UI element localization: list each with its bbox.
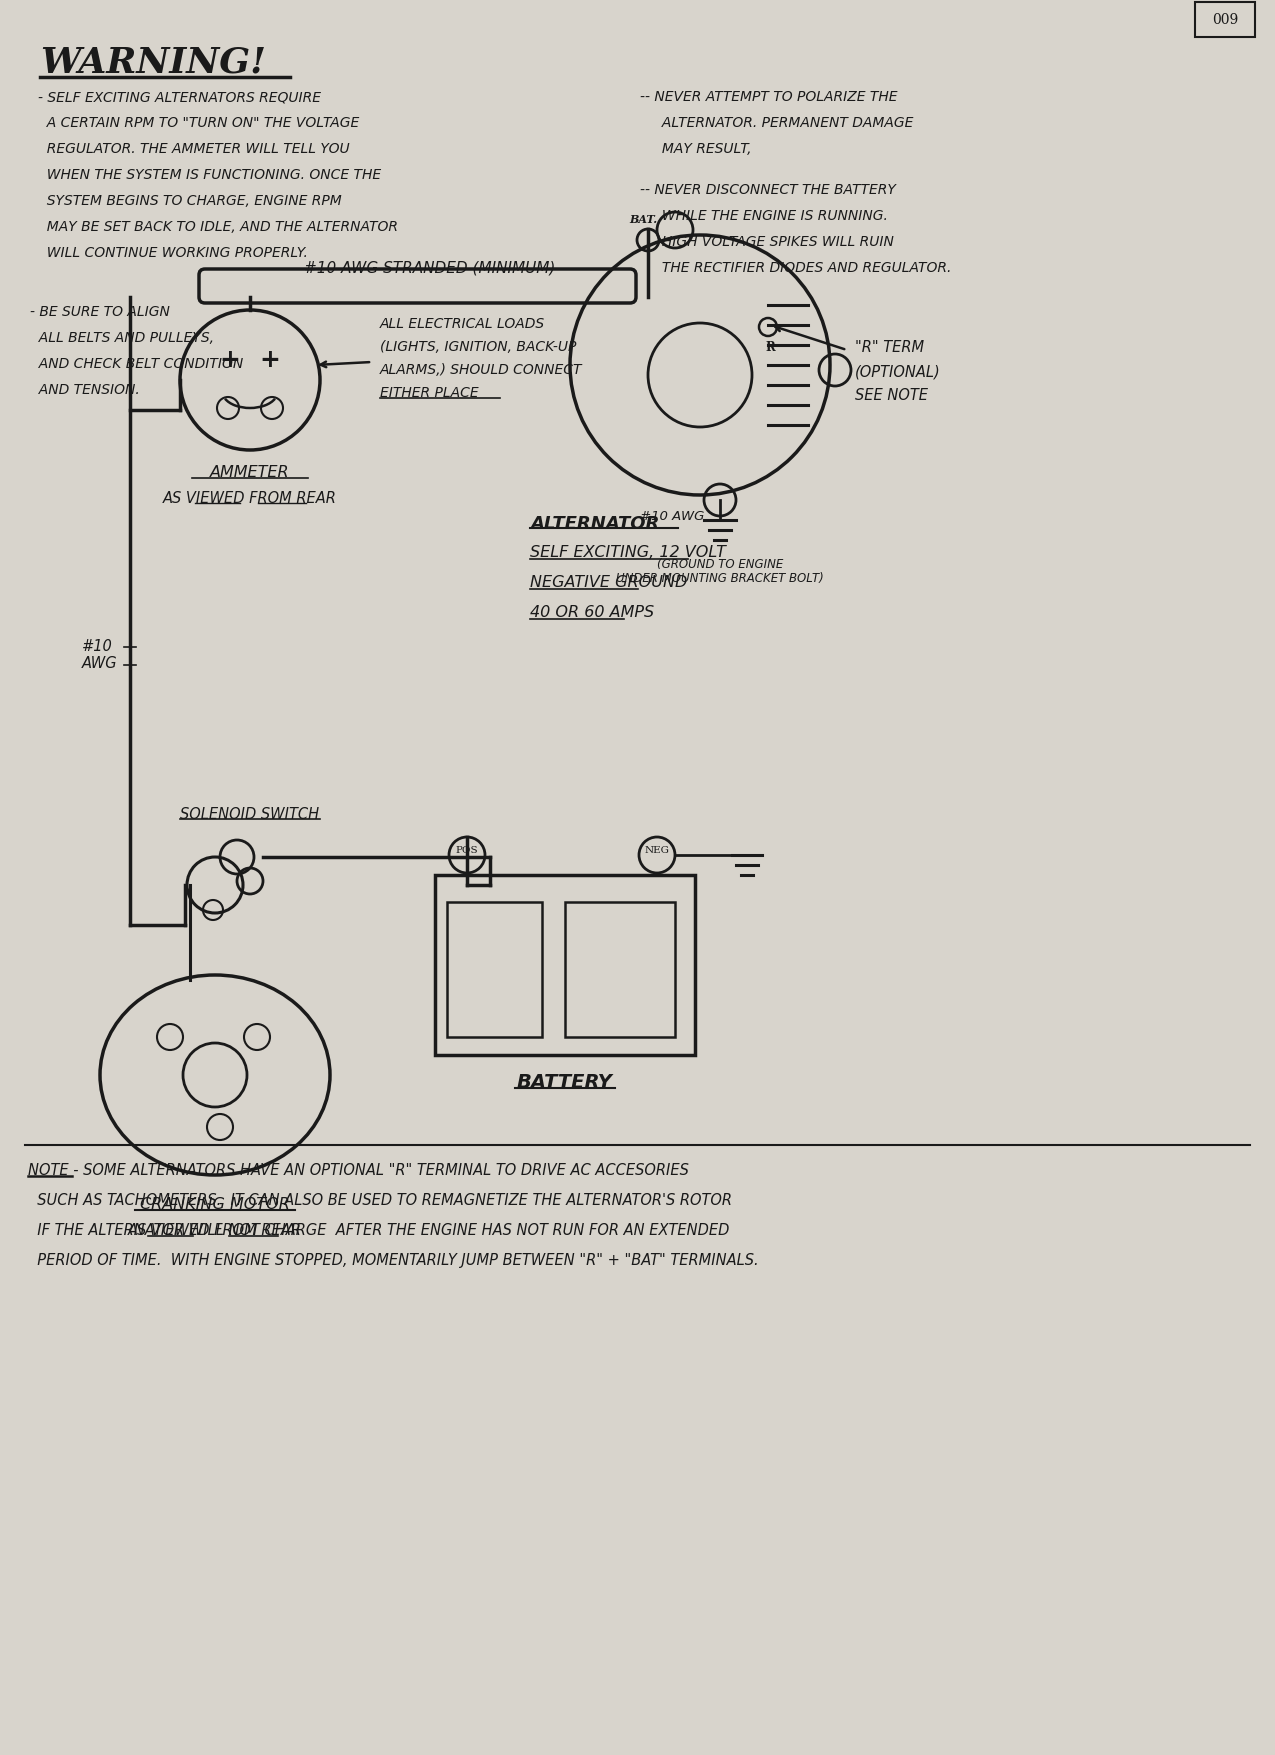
Text: WHILE THE ENGINE IS RUNNING.: WHILE THE ENGINE IS RUNNING. bbox=[640, 209, 887, 223]
Text: BAT.: BAT. bbox=[629, 214, 657, 225]
Bar bbox=[448, 902, 542, 1037]
Text: SUCH AS TACHOMETERS.  IT CAN ALSO BE USED TO REMAGNETIZE THE ALTERNATOR'S ROTOR: SUCH AS TACHOMETERS. IT CAN ALSO BE USED… bbox=[28, 1193, 732, 1207]
Text: BATTERY: BATTERY bbox=[518, 1072, 613, 1092]
Text: WILL CONTINUE WORKING PROPERLY.: WILL CONTINUE WORKING PROPERLY. bbox=[38, 246, 307, 260]
Text: +: + bbox=[260, 347, 280, 372]
Text: (LIGHTS, IGNITION, BACK-UP: (LIGHTS, IGNITION, BACK-UP bbox=[380, 340, 576, 355]
Text: 009: 009 bbox=[1211, 12, 1238, 26]
Text: MAY BE SET BACK TO IDLE, AND THE ALTERNATOR: MAY BE SET BACK TO IDLE, AND THE ALTERNA… bbox=[38, 219, 398, 233]
Text: MAY RESULT,: MAY RESULT, bbox=[640, 142, 751, 156]
Bar bbox=[1195, 2, 1255, 37]
Text: - SELF EXCITING ALTERNATORS REQUIRE: - SELF EXCITING ALTERNATORS REQUIRE bbox=[38, 90, 321, 104]
Text: 40 OR 60 AMPS: 40 OR 60 AMPS bbox=[530, 605, 654, 620]
Text: AS VIEWED FROM REAR: AS VIEWED FROM REAR bbox=[163, 491, 337, 505]
Text: SOLENOID SWITCH: SOLENOID SWITCH bbox=[180, 807, 319, 821]
Text: -- NEVER ATTEMPT TO POLARIZE THE: -- NEVER ATTEMPT TO POLARIZE THE bbox=[640, 90, 898, 104]
Text: R: R bbox=[765, 340, 775, 355]
Text: #10 AWG STRANDED (MINIMUM): #10 AWG STRANDED (MINIMUM) bbox=[305, 260, 556, 276]
Text: ALTERNATOR: ALTERNATOR bbox=[530, 514, 659, 534]
Text: -- NEVER DISCONNECT THE BATTERY: -- NEVER DISCONNECT THE BATTERY bbox=[640, 183, 896, 197]
Text: POS: POS bbox=[455, 846, 478, 855]
Text: REGULATOR. THE AMMETER WILL TELL YOU: REGULATOR. THE AMMETER WILL TELL YOU bbox=[38, 142, 349, 156]
Text: "R" TERM: "R" TERM bbox=[856, 340, 924, 355]
Text: THE RECTIFIER DIODES AND REGULATOR.: THE RECTIFIER DIODES AND REGULATOR. bbox=[640, 261, 951, 276]
Text: A CERTAIN RPM TO "TURN ON" THE VOLTAGE: A CERTAIN RPM TO "TURN ON" THE VOLTAGE bbox=[38, 116, 360, 130]
Text: +: + bbox=[219, 347, 241, 372]
Text: PERIOD OF TIME.  WITH ENGINE STOPPED, MOMENTARILY JUMP BETWEEN "R" + "BAT" TERMI: PERIOD OF TIME. WITH ENGINE STOPPED, MOM… bbox=[28, 1253, 759, 1269]
Text: IF THE ALTERNATOR WILL NOT CHARGE  AFTER THE ENGINE HAS NOT RUN FOR AN EXTENDED: IF THE ALTERNATOR WILL NOT CHARGE AFTER … bbox=[28, 1223, 729, 1237]
Text: SEE NOTE: SEE NOTE bbox=[856, 388, 928, 404]
Text: NEGATIVE GROUND: NEGATIVE GROUND bbox=[530, 576, 687, 590]
Text: NEG: NEG bbox=[644, 846, 669, 855]
Text: ALTERNATOR. PERMANENT DAMAGE: ALTERNATOR. PERMANENT DAMAGE bbox=[640, 116, 913, 130]
Text: AMMETER: AMMETER bbox=[210, 465, 289, 481]
Text: ALARMS,) SHOULD CONNECT: ALARMS,) SHOULD CONNECT bbox=[380, 363, 583, 377]
Text: SELF EXCITING, 12 VOLT: SELF EXCITING, 12 VOLT bbox=[530, 546, 725, 560]
Text: AND CHECK BELT CONDITION: AND CHECK BELT CONDITION bbox=[31, 356, 244, 370]
Text: #10 AWG: #10 AWG bbox=[640, 511, 704, 523]
Text: WARNING!: WARNING! bbox=[40, 46, 266, 79]
Bar bbox=[435, 876, 695, 1055]
Text: NOTE - SOME ALTERNATORS HAVE AN OPTIONAL "R" TERMINAL TO DRIVE AC ACCESORIES: NOTE - SOME ALTERNATORS HAVE AN OPTIONAL… bbox=[28, 1164, 688, 1178]
Text: AS VIEWED FROM REAR: AS VIEWED FROM REAR bbox=[128, 1223, 302, 1237]
Text: EITHER PLACE: EITHER PLACE bbox=[380, 386, 478, 400]
Text: SYSTEM BEGINS TO CHARGE, ENGINE RPM: SYSTEM BEGINS TO CHARGE, ENGINE RPM bbox=[38, 195, 342, 209]
Text: #10
AWG: #10 AWG bbox=[82, 639, 117, 670]
Text: ALL BELTS AND PULLEYS,: ALL BELTS AND PULLEYS, bbox=[31, 332, 214, 346]
Text: CRANKING MOTOR: CRANKING MOTOR bbox=[140, 1197, 289, 1213]
Text: WHEN THE SYSTEM IS FUNCTIONING. ONCE THE: WHEN THE SYSTEM IS FUNCTIONING. ONCE THE bbox=[38, 168, 381, 183]
Text: AND TENSION.: AND TENSION. bbox=[31, 383, 140, 397]
Text: - BE SURE TO ALIGN: - BE SURE TO ALIGN bbox=[31, 305, 170, 319]
Text: ALL ELECTRICAL LOADS: ALL ELECTRICAL LOADS bbox=[380, 318, 546, 332]
Text: (GROUND TO ENGINE: (GROUND TO ENGINE bbox=[657, 558, 783, 570]
Text: (OPTIONAL): (OPTIONAL) bbox=[856, 363, 941, 379]
Bar bbox=[565, 902, 674, 1037]
Text: UNDER MOUNTING BRACKET BOLT): UNDER MOUNTING BRACKET BOLT) bbox=[616, 572, 824, 584]
Text: HIGH VOLTAGE SPIKES WILL RUIN: HIGH VOLTAGE SPIKES WILL RUIN bbox=[640, 235, 894, 249]
